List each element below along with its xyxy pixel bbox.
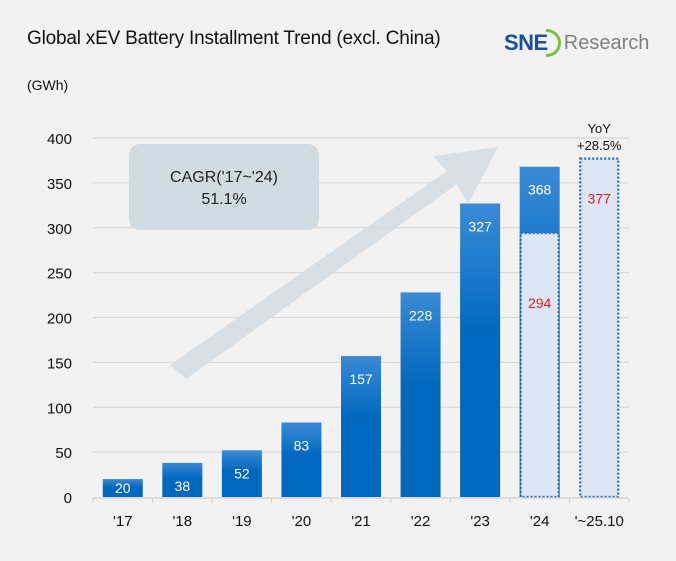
- y-tick-label: 0: [64, 490, 72, 507]
- data-label-annual: 38: [175, 478, 191, 494]
- data-label-annual: 20: [115, 480, 131, 496]
- logo-arc-icon: [545, 29, 561, 57]
- data-labels: 20 38 52 83 157 228 327 368 294 377 YoY +28.5%: [115, 121, 622, 496]
- y-tick-label: 400: [47, 131, 72, 148]
- data-label-annual: 52: [234, 465, 250, 481]
- data-label-annual: 228: [409, 307, 433, 323]
- data-label-annual: 327: [468, 219, 492, 235]
- x-tick-label: '~25.10: [575, 513, 624, 530]
- x-tick-label: '23: [470, 513, 490, 530]
- x-tick-label: '20: [292, 513, 312, 530]
- data-label-annual: 83: [294, 438, 310, 454]
- logo-suffix: Research: [563, 31, 650, 54]
- y-axis-unit: (GWh): [27, 77, 69, 93]
- bar-annual: [162, 462, 203, 497]
- y-tick-label: 200: [47, 311, 72, 328]
- x-tick-label: '21: [351, 513, 371, 530]
- y-tick-label: 350: [47, 176, 72, 193]
- trend-arrow: [170, 147, 498, 379]
- bar-annual: [341, 356, 381, 497]
- y-tick-label: 50: [55, 445, 72, 462]
- bar-annual: [102, 479, 143, 497]
- yoy-value: +28.5%: [577, 138, 622, 153]
- x-axis: '17 '18 '19 '20 '21 '22 '23 '24 '~25.10: [92, 497, 630, 530]
- bar-annual: [460, 203, 501, 497]
- cagr-box: [129, 144, 319, 230]
- trend-arrow-layer: [170, 147, 498, 379]
- logo-brand: SNE: [504, 30, 548, 55]
- bar-annual: [221, 450, 262, 497]
- data-label-annual: 368: [528, 182, 552, 198]
- y-tick-label: 250: [47, 266, 72, 283]
- bar-annual: [281, 422, 322, 497]
- data-label-ytd: 377: [588, 191, 612, 207]
- sne-research-logo: SNE Research: [504, 28, 649, 58]
- bar-annual: [400, 292, 441, 497]
- y-axis-ticks: 0 50 100 150 200 250 300 350 400: [47, 131, 72, 507]
- cagr-annotation-layer: CAGR('17~'24) 51.1%: [129, 144, 319, 230]
- y-tick-label: 300: [47, 221, 72, 238]
- x-tick-label: '24: [530, 513, 550, 530]
- bar-ytd: [579, 157, 620, 499]
- x-tick-label: '17: [113, 513, 133, 530]
- y-tick-label: 100: [47, 400, 72, 417]
- x-tick-label: '22: [411, 513, 431, 530]
- yoy-label: YoY: [588, 121, 612, 136]
- cagr-label: CAGR('17~'24): [170, 169, 278, 186]
- data-label-ytd: 294: [528, 295, 552, 311]
- x-tick-label: '18: [173, 513, 193, 530]
- x-tick-label: '19: [232, 513, 252, 530]
- bars: [102, 157, 620, 499]
- data-label-annual: 157: [349, 371, 373, 387]
- bar-ytd: [519, 232, 560, 499]
- chart-title: Global xEV Battery Installment Trend (ex…: [27, 28, 441, 49]
- cagr-value: 51.1%: [201, 191, 246, 208]
- y-tick-label: 150: [47, 355, 72, 372]
